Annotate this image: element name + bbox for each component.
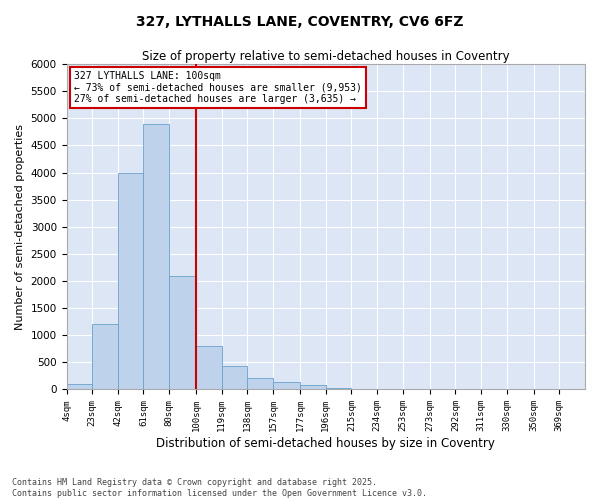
Bar: [67, 384, 92, 390]
Bar: [143, 124, 169, 390]
Bar: [169, 276, 196, 390]
Bar: [247, 378, 273, 390]
Bar: [118, 172, 143, 390]
Text: 327 LYTHALLS LANE: 100sqm
← 73% of semi-detached houses are smaller (9,953)
27% : 327 LYTHALLS LANE: 100sqm ← 73% of semi-…: [74, 70, 362, 104]
Bar: [300, 386, 326, 390]
Bar: [222, 366, 247, 390]
Text: 327, LYTHALLS LANE, COVENTRY, CV6 6FZ: 327, LYTHALLS LANE, COVENTRY, CV6 6FZ: [136, 15, 464, 29]
Y-axis label: Number of semi-detached properties: Number of semi-detached properties: [15, 124, 25, 330]
Bar: [326, 388, 352, 390]
X-axis label: Distribution of semi-detached houses by size in Coventry: Distribution of semi-detached houses by …: [157, 437, 495, 450]
Bar: [196, 346, 222, 390]
Title: Size of property relative to semi-detached houses in Coventry: Size of property relative to semi-detach…: [142, 50, 509, 63]
Text: Contains HM Land Registry data © Crown copyright and database right 2025.
Contai: Contains HM Land Registry data © Crown c…: [12, 478, 427, 498]
Bar: [273, 382, 300, 390]
Bar: [92, 324, 118, 390]
